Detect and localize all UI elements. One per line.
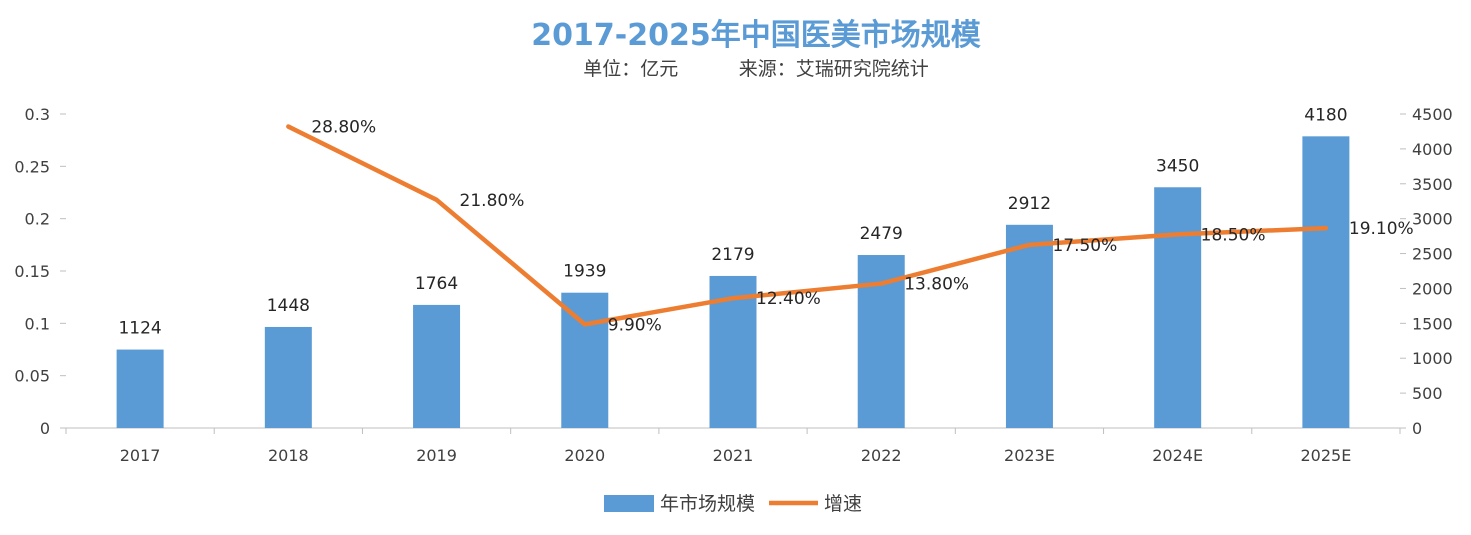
x-tick-label: 2023E	[1004, 446, 1055, 465]
y-left-tick-label: 0.05	[14, 367, 50, 386]
growth-line	[286, 124, 1329, 327]
bar-value-label: 2179	[711, 245, 754, 265]
growth-value-label: 18.50%	[1201, 225, 1266, 245]
bar-value-label: 1124	[118, 319, 161, 339]
y-left-tick-label: 0.25	[14, 157, 50, 176]
bar	[1154, 187, 1202, 428]
x-tick-label: 2017	[120, 446, 161, 465]
growth-value-label: 21.80%	[460, 191, 525, 211]
growth-value-label: 17.50%	[1052, 236, 1117, 256]
x-tick-label: 2019	[416, 446, 457, 465]
bar	[264, 326, 312, 428]
bar-value-label: 3450	[1156, 156, 1199, 176]
bar	[413, 304, 461, 428]
y-right-tick-label: 3000	[1412, 210, 1453, 229]
bar-value-label: 1939	[563, 262, 606, 282]
axes-layer: 0 0.05 0.1 0.15 0.2 0.25 0.3 0 500 1000 1500 2000 25…	[14, 105, 1452, 465]
y-left-tick-label: 0.2	[25, 210, 50, 229]
growth-value-label: 19.10%	[1349, 219, 1414, 239]
y-right-tick-label: 3500	[1412, 175, 1453, 194]
chart-title: 2017-2025年中国医美市场规模	[531, 18, 981, 53]
y-right-tick-label: 2500	[1412, 245, 1453, 264]
x-tick-label: 2018	[268, 446, 309, 465]
legend-label-bar: 年市场规模	[660, 493, 755, 515]
growth-value-label: 9.90%	[608, 315, 662, 335]
bar-value-label: 4180	[1304, 105, 1347, 125]
bar-value-label: 2479	[860, 224, 903, 244]
bar	[1005, 224, 1053, 428]
legend: 年市场规模 增速	[604, 493, 862, 515]
growth-value-label: 12.40%	[756, 289, 821, 309]
y-right-tick-label: 4000	[1412, 140, 1453, 159]
bar-value-label: 2912	[1008, 194, 1051, 214]
y-left-tick-label: 0.15	[14, 262, 50, 281]
bar	[561, 292, 609, 428]
x-tick-label: 2022	[861, 446, 902, 465]
legend-swatch-bar	[604, 495, 654, 512]
line-layer	[286, 124, 1329, 327]
y-left-tick-label: 0.3	[25, 105, 50, 124]
x-tick-label: 2020	[564, 446, 605, 465]
y-right-tick-label: 1500	[1412, 314, 1453, 333]
bar-value-label: 1764	[415, 274, 458, 294]
labels-layer: 1124 1448 1764 1939 2179 2479 2912 3450 4180 28.8…	[118, 105, 1413, 338]
y-left-tick-label: 0.1	[25, 314, 50, 333]
x-tick-label: 2024E	[1152, 446, 1203, 465]
x-tick-label: 2025E	[1300, 446, 1351, 465]
x-tick-label: 2021	[713, 446, 754, 465]
growth-value-label: 13.80%	[904, 275, 969, 295]
y-right-tick-label: 1000	[1412, 349, 1453, 368]
bar	[116, 349, 164, 428]
y-right-tick-label: 500	[1412, 384, 1443, 403]
bar	[1302, 136, 1350, 428]
y-right-tick-label: 4500	[1412, 105, 1453, 124]
y-left-tick-label: 0	[40, 419, 50, 438]
chart-subtitle: 单位：亿元 来源：艾瑞研究院统计	[583, 58, 929, 80]
bar-value-label: 1448	[267, 296, 310, 316]
legend-label-line: 增速	[824, 493, 862, 515]
y-right-tick-label: 0	[1412, 419, 1422, 438]
y-right-tick-label: 2000	[1412, 279, 1453, 298]
bars-layer	[116, 136, 1350, 428]
growth-value-label: 28.80%	[311, 118, 376, 138]
